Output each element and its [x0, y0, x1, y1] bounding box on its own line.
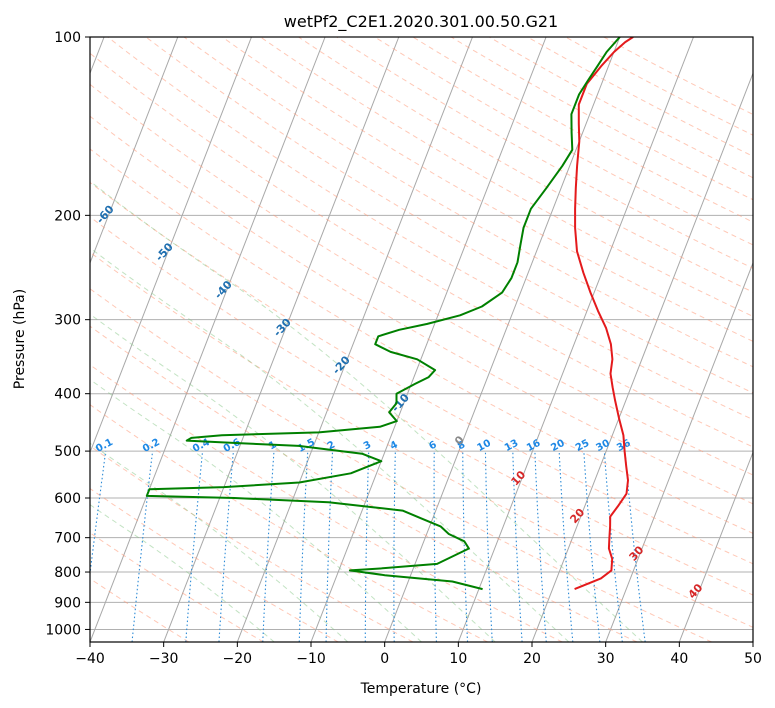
- dry-adiabat-line: [337, 37, 775, 642]
- x-axis-label: Temperature (°C): [360, 681, 482, 697]
- mixing-ratio-line: [82, 451, 106, 642]
- adiabat-label: -50: [153, 240, 176, 264]
- adiabat-label: 10: [509, 468, 529, 488]
- mixing-ratio-line: [219, 451, 233, 642]
- y-tick-label: 1000: [45, 622, 81, 638]
- adiabat-label: -40: [212, 278, 235, 302]
- axes: −40 −30 −20 −10 0 10 20 30 40 50 100 200 300 400 500 60…: [45, 30, 762, 667]
- x-tick-label: 10: [449, 651, 467, 667]
- mixing-ratio-label: 0.1: [94, 437, 115, 455]
- dry-adiabat-line: [0, 37, 413, 642]
- x-tick-label: 20: [523, 651, 541, 667]
- x-tick-label: 50: [744, 651, 762, 667]
- mixing-ratio-line: [559, 451, 573, 642]
- mixing-ratio-label: 0.4: [191, 437, 212, 455]
- y-tick-label: 800: [54, 565, 81, 581]
- moist-adiabat-line: [0, 37, 274, 642]
- mixing-ratio-line: [263, 451, 274, 642]
- y-tick-label: 500: [54, 444, 81, 460]
- isotherm-line: [16, 37, 251, 642]
- moist-adiabat-line: [0, 37, 422, 642]
- x-tick-label: −30: [149, 651, 179, 667]
- mixing-ratio-line: [604, 451, 622, 642]
- isoline-labels: 0.10.20.40.611.52346810131620253036-100-…: [0, 49, 706, 601]
- moist-adiabat-line: [0, 37, 495, 642]
- dry-adiabat-line: [0, 37, 189, 642]
- dry-adiabat-line: [0, 37, 338, 642]
- x-tick-label: −10: [296, 651, 326, 667]
- x-tick-label: −20: [223, 651, 253, 667]
- y-axis-label: Pressure (hPa): [12, 289, 28, 389]
- isotherm-line: [679, 37, 775, 642]
- dry-adiabat-line: [70, 37, 775, 642]
- x-tick-label: 40: [670, 651, 688, 667]
- y-tick-label: 600: [54, 491, 81, 507]
- moist-adiabat-line: [0, 37, 569, 642]
- x-tick-label: 30: [597, 651, 615, 667]
- y-tick-label: 900: [54, 595, 81, 611]
- mixing-ratio-line: [434, 451, 436, 642]
- adiabat-label: -10: [389, 391, 412, 415]
- adiabat-label: 30: [627, 543, 647, 563]
- isotherm-line: [164, 37, 399, 642]
- mixing-ratio-label: 3: [362, 439, 373, 452]
- isotherm-line: [753, 37, 775, 642]
- dry-adiabat-line: [146, 37, 775, 642]
- dry-adiabat-line: [222, 37, 775, 642]
- dry-adiabat-line: [413, 37, 775, 642]
- dry-adiabat-line: [566, 37, 775, 642]
- isotherm-line: [532, 37, 767, 642]
- y-tick-label: 300: [54, 313, 81, 329]
- x-tick-label: −40: [75, 651, 105, 667]
- isotherm-line: [458, 37, 693, 642]
- dry-adiabat-line: [0, 37, 637, 642]
- dry-adiabat-line: [0, 37, 264, 642]
- mixing-ratio-line: [485, 451, 492, 642]
- mixing-ratio-label: 0.6: [222, 437, 243, 455]
- adiabat-label: 40: [686, 581, 706, 601]
- isotherm-line: [237, 37, 472, 642]
- mixing-ratio-line: [365, 451, 368, 642]
- dry-adiabat-line: [0, 37, 712, 642]
- isotherm-line: [385, 37, 620, 642]
- chart-title: wetPf2_C2E1.2020.301.00.50.G21: [284, 12, 558, 32]
- x-tick-label: 0: [380, 651, 389, 667]
- dry-adiabat-line: [260, 37, 775, 642]
- background-lines: [0, 37, 775, 642]
- moist-adiabat-line: [0, 37, 348, 642]
- y-tick-label: 700: [54, 531, 81, 547]
- y-tick-label: 100: [54, 30, 81, 46]
- mixing-ratio-line: [186, 451, 203, 642]
- y-tick-label: 400: [54, 387, 81, 403]
- adiabat-label: -70: [35, 165, 58, 189]
- temperature-line: [575, 37, 634, 589]
- y-tick-label: 200: [54, 208, 81, 224]
- adiabat-label: -30: [271, 316, 294, 340]
- dry-adiabat-line: [0, 37, 488, 642]
- mixing-ratio-line: [584, 451, 600, 642]
- mixing-ratio-line: [326, 451, 332, 642]
- dry-adiabat-line: [299, 37, 775, 642]
